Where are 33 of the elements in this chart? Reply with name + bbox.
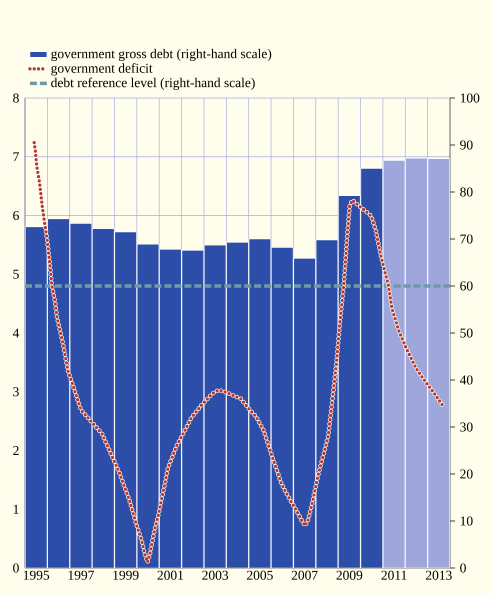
legend-label: debt reference level (right-hand scale) xyxy=(51,78,255,90)
x-tick-label: 2007 xyxy=(292,570,318,580)
y2-tick-label: 80 xyxy=(460,187,473,197)
y-tick-label: 8 xyxy=(13,93,19,103)
y2-tick-label: 100 xyxy=(460,93,480,103)
y-tick-label: 7 xyxy=(13,152,19,162)
x-tick-label: 2001 xyxy=(158,570,184,580)
x-tick-label: 2003 xyxy=(202,570,228,580)
x-tick-label: 2013 xyxy=(426,570,452,580)
x-tick-label: 1999 xyxy=(113,570,139,580)
y2-tick-label: 10 xyxy=(460,516,473,526)
legend-label: government gross debt (right-hand scale) xyxy=(51,48,272,62)
y-tick-label: 5 xyxy=(13,270,19,279)
y2-tick-label: 60 xyxy=(460,281,473,291)
legend-label: government deficit xyxy=(51,63,153,76)
y2-tick-label: 90 xyxy=(460,140,473,150)
y2-tick-label: 20 xyxy=(460,469,473,479)
y-tick-label: 3 xyxy=(13,387,19,396)
y-tick-label: 0 xyxy=(13,563,19,573)
y2-tick-label: 50 xyxy=(460,328,473,338)
x-tick-label: 1997 xyxy=(68,570,94,580)
x-tick-label: 2005 xyxy=(247,570,273,580)
x-tick-label: 2009 xyxy=(336,570,362,580)
y-tick-label: 4 xyxy=(12,328,20,338)
y2-tick-label: 30 xyxy=(460,422,473,432)
y-tick-label: 1 xyxy=(14,504,19,514)
y2-tick-label: 40 xyxy=(460,375,473,385)
y-tick-label: 6 xyxy=(13,210,19,220)
y2-tick-label: 0 xyxy=(460,563,466,573)
x-tick-label: 1995 xyxy=(24,570,50,580)
y-tick-label: 2 xyxy=(13,446,19,455)
x-tick-label: 2011 xyxy=(381,570,406,580)
y2-tick-label: 70 xyxy=(460,234,473,244)
